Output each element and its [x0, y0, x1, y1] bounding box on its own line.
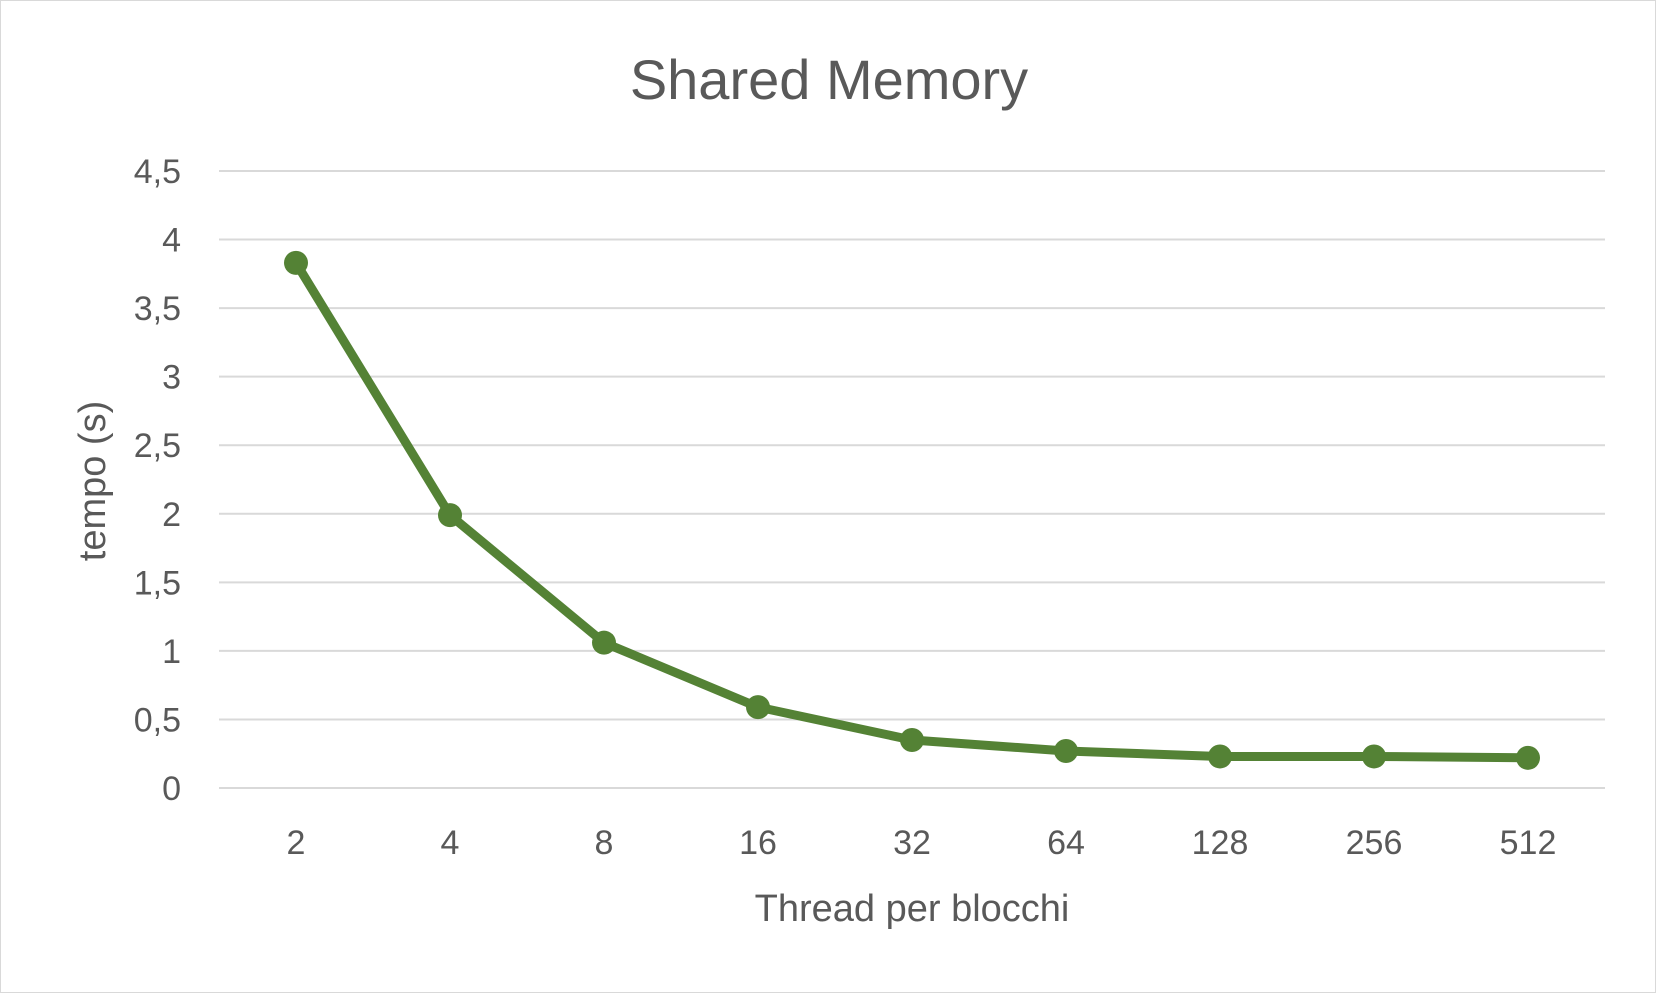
data-point: [1208, 744, 1232, 769]
data-point: [284, 250, 308, 275]
x-tick-label: 16: [739, 824, 777, 862]
x-tick-label: 2: [287, 824, 306, 862]
y-tick-label: 3,5: [134, 290, 181, 328]
x-tick-label: 128: [1192, 824, 1249, 862]
data-point: [1362, 744, 1386, 769]
data-point: [746, 695, 770, 720]
x-tick-label: 32: [893, 824, 931, 862]
data-point: [1054, 738, 1078, 763]
y-tick-label: 4,5: [134, 153, 181, 191]
y-tick-label: 3: [162, 359, 181, 397]
y-tick-label: 0,5: [134, 701, 181, 739]
y-tick-labels: 0 0,5 1 1,5 2 2,5 3 3,5 4 4,5: [134, 153, 181, 808]
x-tick-label: 64: [1047, 824, 1085, 862]
chart-title: Shared Memory: [630, 48, 1028, 111]
gridlines: [219, 170, 1605, 789]
series-group: [284, 250, 1540, 770]
y-axis-title: tempo (s): [72, 401, 114, 561]
data-point: [1516, 745, 1540, 770]
x-tick-labels: 2 4 8 16 32 64 128 256 512: [287, 824, 1557, 862]
x-tick-label: 8: [595, 824, 614, 862]
y-tick-label: 2,5: [134, 427, 181, 465]
x-tick-label: 512: [1500, 824, 1557, 862]
y-tick-label: 4: [162, 222, 181, 260]
data-point: [592, 630, 616, 655]
x-tick-label: 256: [1346, 824, 1403, 862]
y-tick-label: 1,5: [134, 564, 181, 602]
x-tick-label: 4: [441, 824, 460, 862]
series-line: [291, 258, 1533, 763]
data-point: [900, 728, 924, 753]
y-tick-label: 1: [162, 633, 181, 671]
x-axis-title: Thread per blocchi: [755, 888, 1070, 930]
y-tick-label: 0: [162, 770, 181, 808]
y-tick-label: 2: [162, 496, 181, 534]
data-point: [438, 503, 462, 528]
